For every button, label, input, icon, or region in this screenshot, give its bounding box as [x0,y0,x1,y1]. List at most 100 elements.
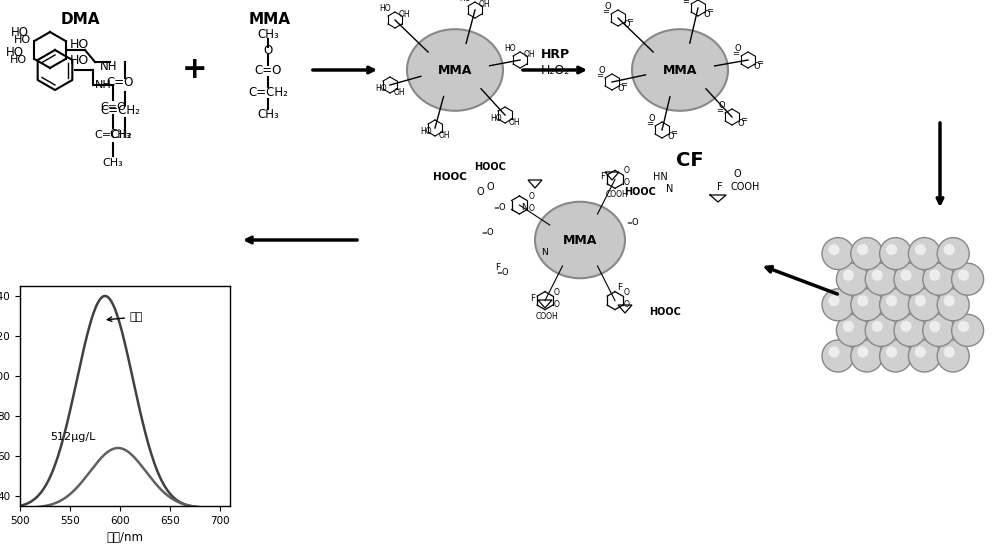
Circle shape [958,321,969,332]
Text: HO: HO [420,127,432,136]
Circle shape [937,340,969,372]
Circle shape [923,315,955,346]
Text: HO: HO [504,44,516,53]
Text: O: O [735,44,741,53]
Circle shape [923,263,955,295]
Text: CH₃: CH₃ [103,158,123,168]
Text: C=O: C=O [100,102,126,112]
Text: =: = [732,49,740,58]
Text: HO: HO [13,35,31,45]
Text: O: O [754,62,760,71]
Circle shape [880,238,912,270]
Text: HOOC: HOOC [433,172,467,182]
Text: MMA: MMA [563,234,597,246]
Circle shape [836,263,868,295]
Circle shape [900,270,912,281]
Text: OH: OH [523,50,535,59]
Circle shape [828,346,840,358]
Text: =: = [620,80,628,89]
Text: O: O [624,288,630,296]
Circle shape [894,315,926,346]
Text: =: = [493,205,499,211]
Text: OH: OH [478,0,490,9]
Circle shape [944,346,955,358]
Circle shape [908,289,940,321]
Circle shape [915,295,926,306]
Circle shape [908,340,940,372]
Text: F: F [531,294,535,302]
Text: COOH: COOH [536,312,558,321]
Text: =: = [670,128,678,137]
Text: NH: NH [95,80,111,90]
Circle shape [822,340,854,372]
Text: OH: OH [393,88,405,97]
Circle shape [857,295,868,306]
Text: =: = [596,71,604,80]
Text: =: = [496,270,502,276]
Text: O: O [624,300,630,309]
Text: HO: HO [379,4,391,13]
Circle shape [915,346,926,358]
Text: O: O [499,203,505,212]
Text: MMA: MMA [663,63,697,76]
Text: O: O [649,114,655,123]
Text: O: O [738,119,744,128]
Text: =: = [682,0,690,6]
Circle shape [894,263,926,295]
Text: O: O [554,300,560,309]
Text: HO: HO [375,84,387,93]
Circle shape [872,270,883,281]
Circle shape [958,270,969,281]
Text: CH₃: CH₃ [109,129,131,141]
Text: N: N [542,248,548,257]
Text: H₂O₂: H₂O₂ [540,63,570,76]
Text: =: = [626,220,632,226]
Circle shape [929,321,940,332]
Text: +: + [182,56,208,85]
Text: 对照: 对照 [107,312,143,322]
Text: F: F [717,182,723,192]
Text: O: O [605,2,611,11]
Text: MMA: MMA [249,13,291,28]
Text: HRP: HRP [540,48,570,62]
Text: O: O [502,268,508,277]
Text: =: = [716,106,724,115]
Circle shape [929,270,940,281]
Text: O: O [618,84,624,93]
Circle shape [937,238,969,270]
Text: O: O [685,0,691,1]
Circle shape [952,315,984,346]
Circle shape [822,238,854,270]
Text: O: O [733,169,741,179]
Text: =: = [602,7,610,16]
Text: 512μg/L: 512μg/L [50,432,95,442]
Text: MMA: MMA [438,63,472,76]
Text: COOH: COOH [606,190,628,200]
Text: OH: OH [508,118,520,127]
Text: HN: HN [653,172,667,182]
Text: O: O [624,20,630,29]
Circle shape [880,340,912,372]
Text: F: F [495,263,501,272]
Circle shape [944,244,955,255]
Circle shape [843,321,854,332]
Circle shape [900,321,912,332]
Circle shape [851,238,883,270]
Text: O: O [624,178,630,188]
Circle shape [908,238,940,270]
Text: O: O [554,288,560,296]
Ellipse shape [407,29,503,111]
Text: DMA: DMA [60,13,100,28]
Text: =: = [757,58,764,67]
Text: NH: NH [100,59,118,73]
Text: =: = [626,16,634,25]
Text: O: O [487,228,493,237]
Text: C=O: C=O [106,76,134,90]
Text: HOOC: HOOC [474,162,506,172]
Circle shape [944,295,955,306]
Text: F: F [617,283,623,292]
Text: O: O [632,218,638,227]
X-axis label: 波长/nm: 波长/nm [106,531,144,544]
Text: HO: HO [70,39,89,52]
Text: HOOC: HOOC [624,187,656,197]
